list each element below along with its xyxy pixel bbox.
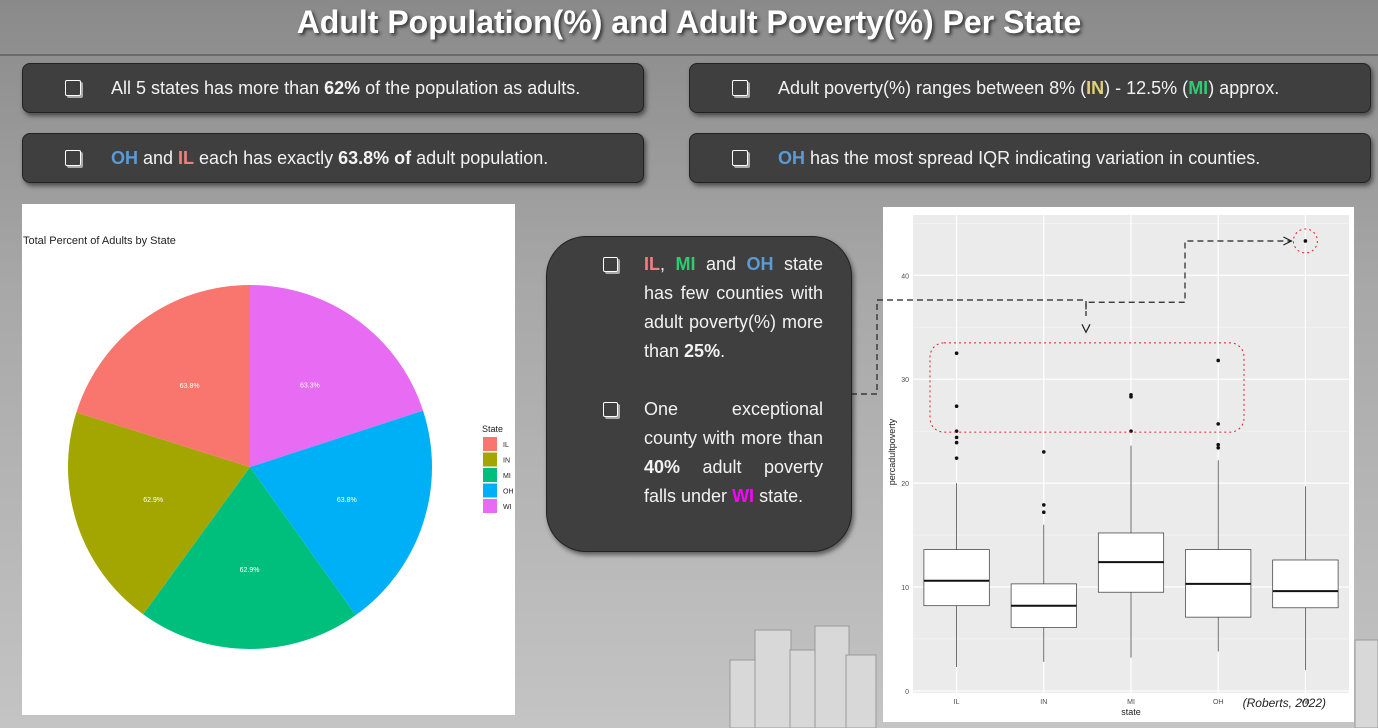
x-tick-label-il: IL — [954, 699, 960, 706]
bullet-box-1: All 5 states has more than 62% of the po… — [22, 63, 644, 113]
outlier-point-oh — [1216, 445, 1220, 450]
y-tick-label: 30 — [901, 377, 909, 384]
bullet-text: All 5 states has more than 62% of the po… — [111, 77, 581, 98]
y-tick-label: 10 — [901, 585, 909, 592]
pie-chart: Total Percent of Adults by State 63.3% 63… — [23, 235, 514, 649]
checkbox-icon — [603, 402, 618, 417]
outlier-point-il — [954, 435, 959, 440]
outlier-point-oh — [1216, 442, 1220, 447]
x-axis-title: state — [1121, 707, 1141, 717]
x-tick-label-wi: WI — [1301, 699, 1310, 706]
y-tick-label: 0 — [905, 689, 909, 696]
bullet-text: OH and IL each has exactly 63.8% of adul… — [111, 147, 549, 168]
callout-item-1: IL, MI and OH state has few counties wit… — [644, 254, 823, 361]
title-bar: Adult Population(%) and Adult Poverty(%)… — [0, 0, 1378, 56]
legend-key-wi — [483, 499, 497, 513]
outlier-point-wi — [1303, 239, 1308, 243]
outlier-point-il — [954, 404, 959, 408]
x-tick-label-in: IN — [1040, 699, 1047, 706]
outlier-point-in — [1042, 450, 1046, 454]
legend-label-il: IL — [503, 442, 509, 449]
outlier-point-il — [954, 456, 959, 460]
box-plot: 0 10 20 30 40 IL IN MI OH WI percadultpoverty sta… — [887, 215, 1349, 717]
checkbox-icon — [65, 150, 81, 166]
pie-slice-il — [76, 285, 250, 467]
page-title: Adult Population(%) and Adult Poverty(%)… — [296, 4, 1082, 40]
pie-slice-in — [67, 412, 250, 615]
checkbox-icon — [65, 80, 81, 96]
checkbox-icon — [732, 80, 748, 96]
legend-key-oh — [483, 483, 497, 498]
bullet-box-4: OH has the most spread IQR indicating va… — [689, 133, 1371, 183]
outlier-point-in — [1042, 503, 1046, 507]
pie-label-wi: 63.3% — [300, 383, 320, 390]
pie-chart-title: Total Percent of Adults by State — [23, 235, 176, 247]
outlier-point-oh — [1216, 422, 1220, 426]
outlier-point-il — [954, 440, 959, 445]
credit-text: (Roberts, 2022) — [1242, 696, 1326, 710]
bullet-text: OH has the most spread IQR indicating va… — [778, 147, 1261, 168]
outlier-point-in — [1042, 510, 1046, 514]
outlier-point-oh — [1216, 358, 1220, 363]
legend-key-il — [483, 437, 497, 451]
pie-chart-panel: Total Percent of Adults by State 63.3% 63… — [22, 204, 515, 715]
pie-slice-oh — [250, 410, 433, 616]
pie-slice-mi — [143, 467, 356, 649]
x-tick-label-mi: MI — [1127, 699, 1135, 706]
box-mi — [1097, 445, 1165, 658]
pie-label-il: 63.8% — [180, 383, 200, 390]
pie-label-mi: 62.9% — [240, 567, 260, 574]
legend-label-mi: MI — [503, 473, 511, 480]
boxplot-panel: 0 10 20 30 40 IL IN MI OH WI percadultpoverty sta… — [883, 207, 1354, 722]
arrowhead-right — [1283, 236, 1293, 246]
legend-label-oh: OH — [503, 489, 514, 496]
pie-label-in: 62.9% — [143, 497, 163, 504]
y-tick-label: 40 — [901, 273, 909, 280]
outlier-point-il — [954, 351, 959, 356]
callout-box: IL, MI and OH state has few counties wit… — [546, 236, 852, 552]
legend-label-wi: WI — [503, 504, 512, 511]
box-oh — [1185, 460, 1252, 652]
bullet-text: Adult poverty(%) ranges between 8% (IN) … — [778, 77, 1280, 98]
legend-key-mi — [483, 468, 497, 482]
checkbox-icon — [603, 257, 618, 272]
legend-title: State — [482, 424, 503, 434]
legend-label-in: IN — [503, 458, 510, 465]
box-in — [1010, 524, 1077, 662]
x-tick-label-oh: OH — [1213, 699, 1224, 706]
pie-slice-wi — [250, 285, 424, 467]
y-tick-label: 20 — [901, 481, 909, 488]
bullet-box-3: OH and IL each has exactly 63.8% of adul… — [22, 133, 644, 183]
pie-label-oh: 63.8% — [337, 497, 357, 504]
checkbox-icon — [732, 150, 748, 166]
bullet-box-2: Adult poverty(%) ranges between 8% (IN) … — [689, 63, 1371, 113]
box-il — [923, 483, 990, 668]
outlier-point-mi — [1129, 392, 1133, 397]
box-wi — [1272, 486, 1339, 671]
y-axis-title: percadultpoverty — [887, 418, 897, 485]
callout-item-2: One exceptional county with more than 40… — [644, 399, 823, 506]
legend-key-in — [483, 452, 497, 467]
